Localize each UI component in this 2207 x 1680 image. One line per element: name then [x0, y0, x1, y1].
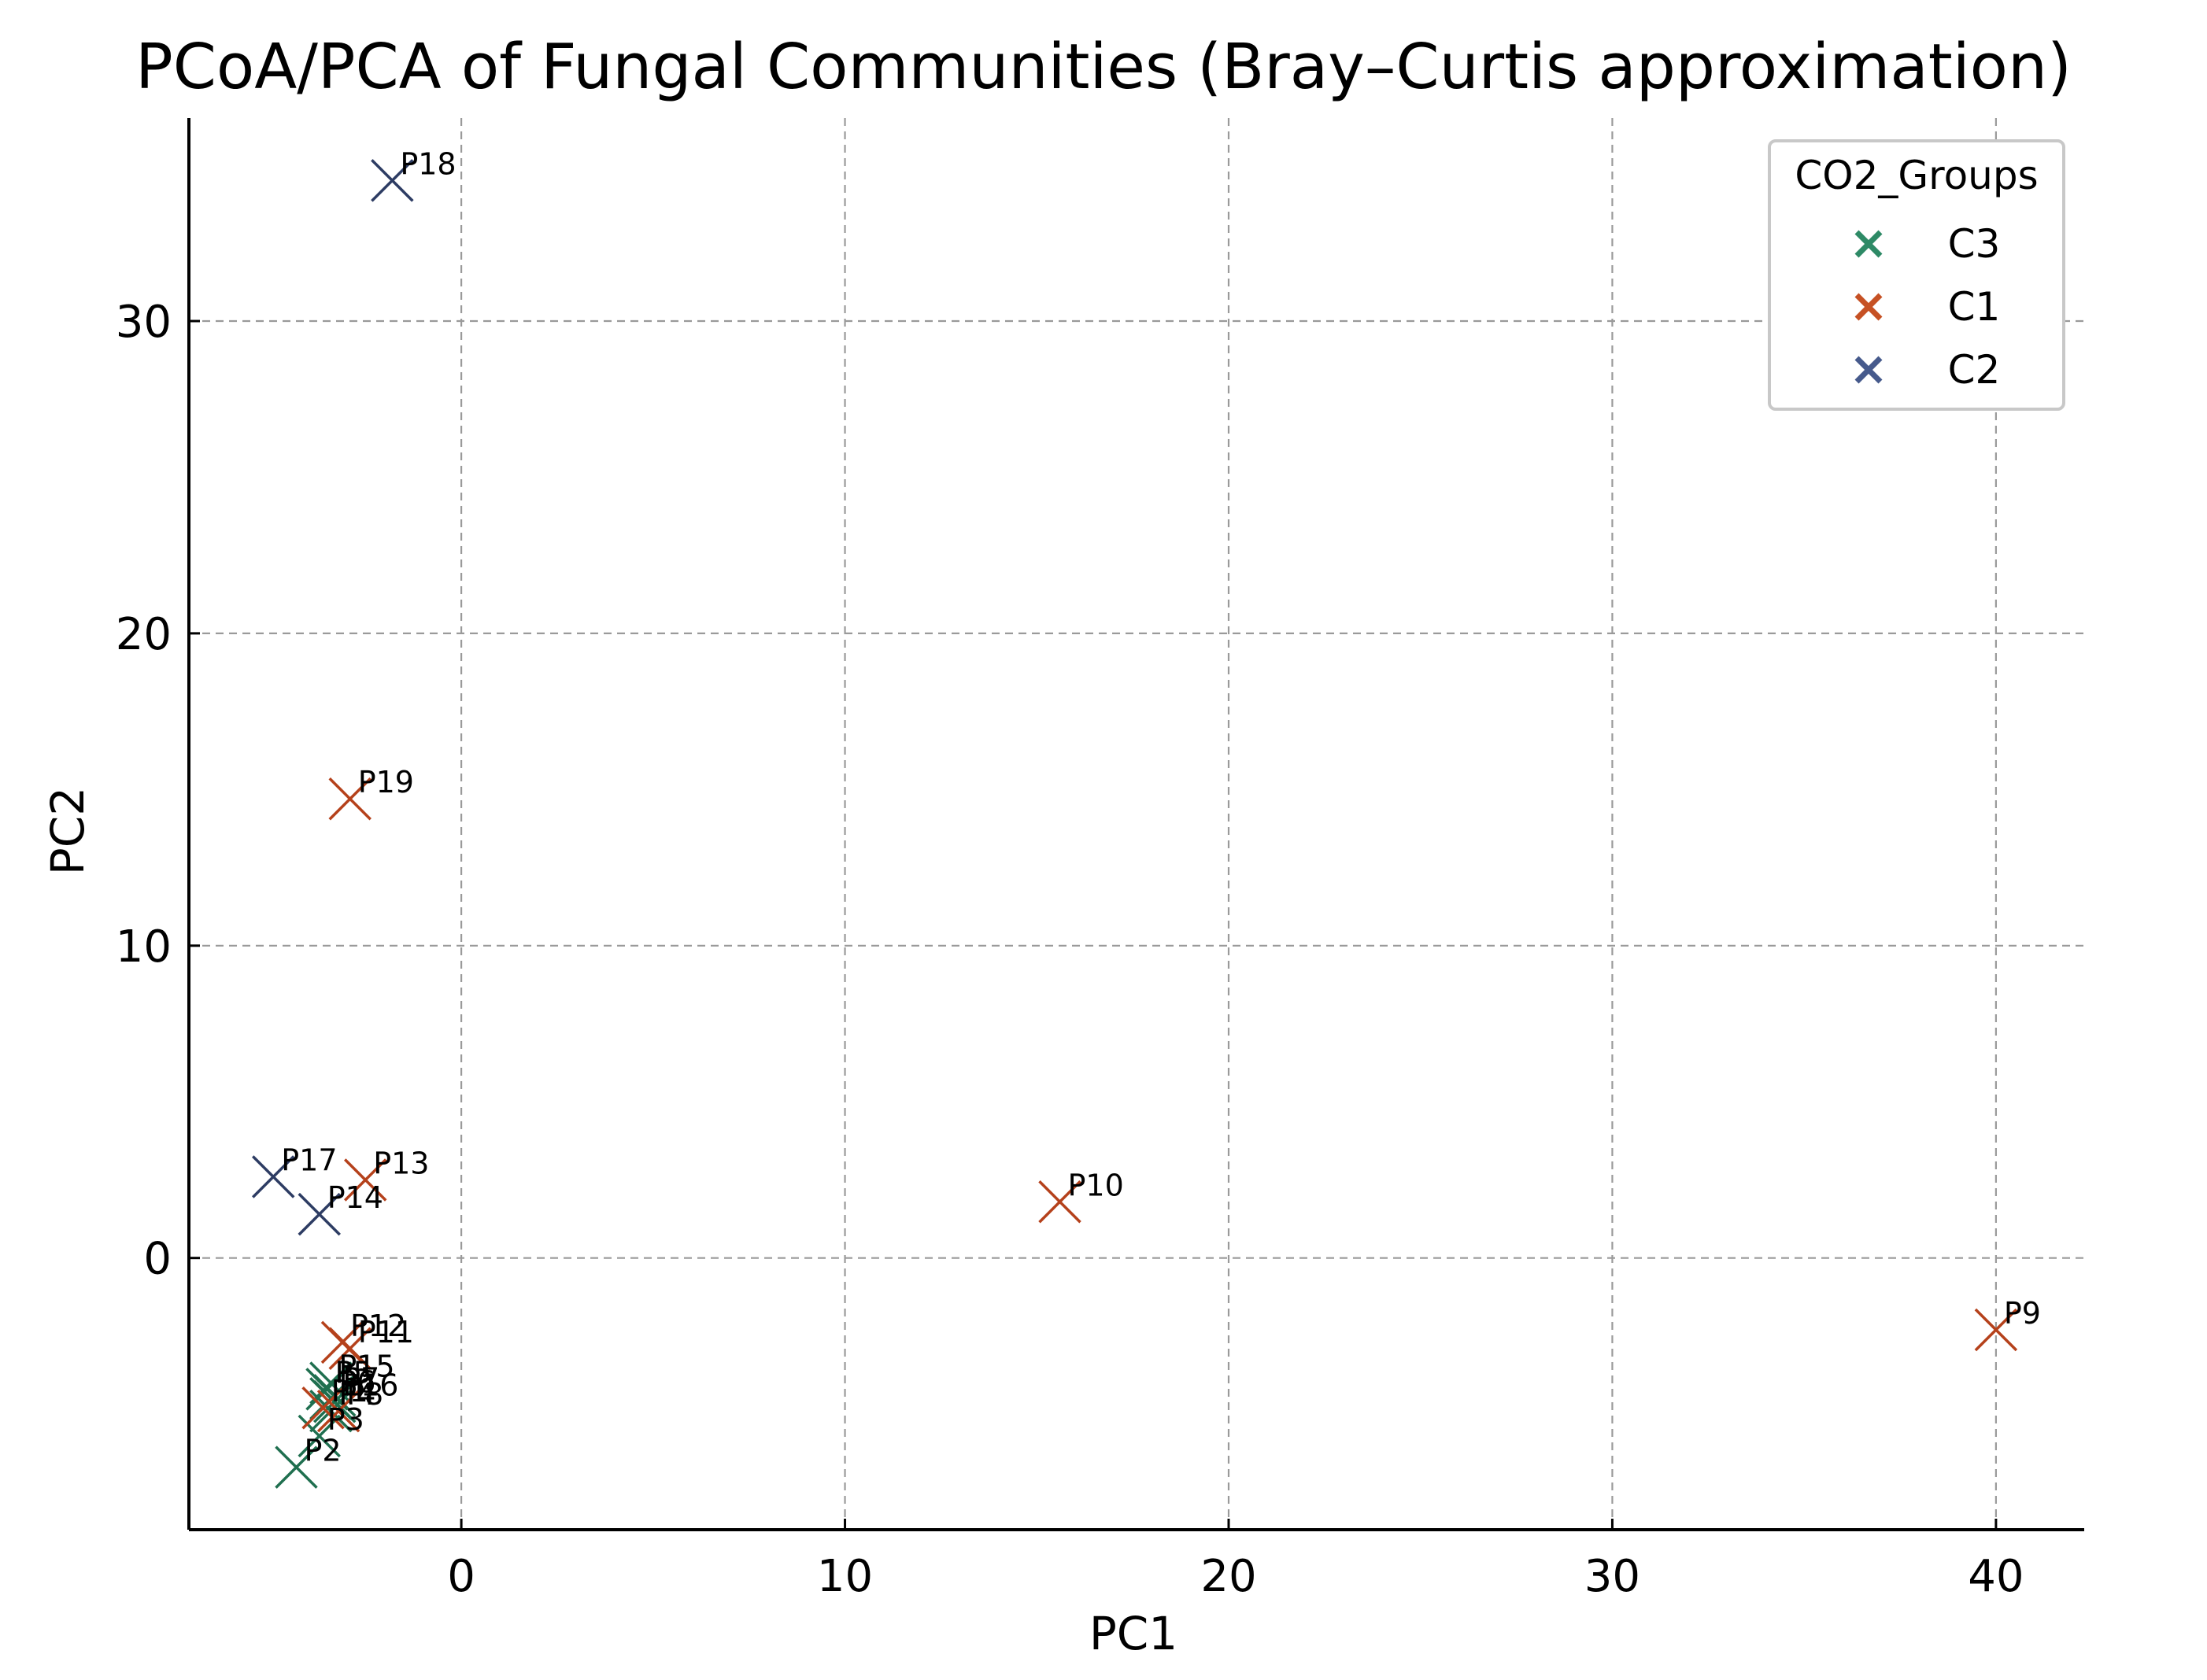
- marker-stroke: [275, 1446, 318, 1489]
- points-layer: [252, 159, 2018, 1489]
- marker-stroke: [309, 1361, 353, 1405]
- series-C2: [252, 159, 414, 1236]
- x-axis-label: PC1: [1089, 1607, 1177, 1660]
- legend-title: CO2_Groups: [1795, 153, 2038, 198]
- y-tick-label: 10: [116, 921, 172, 973]
- legend-items: C3 C1 C2: [1854, 221, 2001, 393]
- y-tick-label: 0: [143, 1234, 172, 1285]
- point-label-P17: P17: [281, 1143, 337, 1178]
- legend: CO2_Groups C3 C1 C2: [1768, 139, 2065, 411]
- data-point-P17: [252, 1155, 295, 1198]
- legend-marker: [1854, 356, 1883, 384]
- x-tick-label: 30: [1584, 1551, 1640, 1602]
- point-label-P4: P4: [338, 1377, 375, 1412]
- marker-stroke: [298, 1192, 341, 1236]
- point-label-P14: P14: [327, 1180, 383, 1215]
- legend-frame: [1768, 139, 2065, 411]
- data-point-P15: [309, 1361, 353, 1405]
- point-label-P6: P6: [338, 1364, 375, 1399]
- y-tick-label: 30: [116, 297, 172, 348]
- data-point-P12: [320, 1320, 364, 1364]
- data-point-P9: [1974, 1308, 2018, 1352]
- point-label-P1: P1: [331, 1374, 368, 1409]
- marker-stroke: [252, 1155, 295, 1198]
- y-tick-label: 20: [116, 609, 172, 660]
- marker-stroke: [320, 1320, 364, 1364]
- data-point-P13: [343, 1158, 387, 1202]
- legend-label: C1: [1948, 284, 2001, 330]
- point-label-P3: P3: [327, 1402, 364, 1437]
- point-label-P19: P19: [358, 765, 414, 799]
- legend-marker: [1854, 293, 1883, 321]
- y-axis-label: PC2: [41, 787, 94, 875]
- x-tick-label: 10: [817, 1551, 873, 1602]
- point-label-P7: P7: [342, 1361, 379, 1396]
- point-label-P12: P12: [350, 1309, 406, 1343]
- point-label-P18: P18: [400, 146, 456, 181]
- legend-marker: [1854, 230, 1883, 258]
- marker-stroke: [343, 1158, 387, 1202]
- chart-title: PCoA/PCA of Fungal Communities (Bray–Cur…: [135, 31, 2072, 103]
- point-label-P5: P5: [335, 1355, 372, 1390]
- marker-stroke: [1974, 1308, 2018, 1352]
- point-label-P10: P10: [1068, 1168, 1124, 1202]
- marker-stroke: [316, 1389, 360, 1433]
- data-point-P10: [1038, 1180, 1081, 1224]
- marker-stroke: [1038, 1180, 1081, 1224]
- data-point-P8: [316, 1389, 360, 1433]
- legend-label: C2: [1948, 347, 2001, 393]
- point-label-P2: P2: [304, 1434, 341, 1468]
- marker-stroke: [312, 1380, 357, 1423]
- axes-layer: [187, 118, 2084, 1531]
- series-C1: [301, 777, 2018, 1433]
- x-tick-label: 0: [447, 1551, 475, 1602]
- x-tick-label: 20: [1200, 1551, 1256, 1602]
- legend-item-C3: C3: [1854, 221, 2001, 267]
- data-point-P14: [298, 1192, 341, 1236]
- marker-stroke: [328, 777, 372, 821]
- point-label-P13: P13: [373, 1146, 429, 1180]
- x-tick-label: 40: [1968, 1551, 2024, 1602]
- ticks-layer: 0 10 20 30 40 0 10 20 30: [116, 297, 2024, 1602]
- legend-label: C3: [1948, 221, 2001, 267]
- point-label-P16: P16: [342, 1368, 398, 1402]
- data-point-P3: [298, 1414, 341, 1458]
- marker-stroke: [298, 1414, 341, 1458]
- data-point-P1: [301, 1386, 345, 1430]
- data-point-P19: [328, 777, 372, 821]
- point-label-P9: P9: [2004, 1296, 2041, 1331]
- legend-item-C2: C2: [1854, 347, 2001, 393]
- marker-stroke: [371, 159, 414, 202]
- marker-stroke: [301, 1386, 345, 1430]
- legend-item-C1: C1: [1854, 284, 2001, 330]
- data-point-P16: [312, 1380, 357, 1423]
- data-point-P18: [371, 159, 414, 202]
- point-label-P8: P8: [346, 1377, 383, 1412]
- point-label-P11: P11: [358, 1315, 414, 1350]
- data-point-P2: [275, 1446, 318, 1489]
- point-label-P15: P15: [338, 1349, 394, 1383]
